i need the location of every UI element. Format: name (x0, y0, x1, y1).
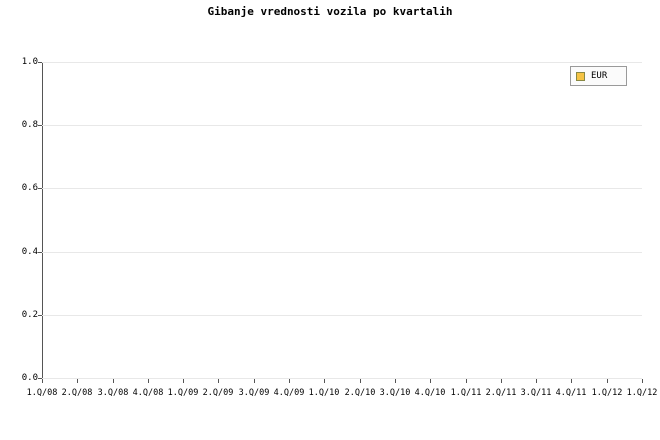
gridline (42, 188, 642, 189)
x-tick-label: 1.Q/10 (308, 388, 340, 398)
x-tick-label: 3.Q/09 (238, 388, 270, 398)
gridline (42, 252, 642, 253)
y-tick-mark (38, 188, 42, 189)
x-tick-label: 1.Q/11 (450, 388, 482, 398)
x-tick-mark (218, 379, 219, 383)
x-tick-mark (360, 379, 361, 383)
x-tick-mark (254, 379, 255, 383)
y-tick-mark (38, 315, 42, 316)
x-tick-mark (324, 379, 325, 383)
gridline (42, 315, 642, 316)
x-tick-mark (642, 379, 643, 383)
x-tick-label: 1.Q/09 (167, 388, 199, 398)
x-tick-label: 4.Q/09 (273, 388, 305, 398)
x-tick-mark (42, 379, 43, 383)
y-tick-mark (38, 62, 42, 63)
x-tick-mark (536, 379, 537, 383)
x-tick-mark (571, 379, 572, 383)
x-tick-label: 3.Q/11 (520, 388, 552, 398)
y-tick-mark (38, 125, 42, 126)
y-tick-mark (38, 378, 42, 379)
y-tick-label: 0.4 (21, 247, 38, 257)
x-tick-label: 1.Q/12 (591, 388, 623, 398)
x-tick-label: 2.Q/10 (344, 388, 376, 398)
x-tick-mark (501, 379, 502, 383)
y-tick-mark (38, 252, 42, 253)
y-tick-label: 0.8 (21, 120, 38, 130)
x-tick-mark (183, 379, 184, 383)
chart-title: Gibanje vrednosti vozila po kvartalih (207, 5, 453, 18)
plot-area (42, 62, 642, 378)
x-tick-label: 3.Q/08 (97, 388, 129, 398)
x-tick-label: 1.Q/12 (626, 388, 658, 398)
x-tick-label: 4.Q/08 (132, 388, 164, 398)
x-tick-mark (466, 379, 467, 383)
x-tick-mark (113, 379, 114, 383)
y-tick-label: 0.0 (21, 373, 38, 383)
y-axis-line (42, 62, 43, 379)
x-tick-mark (607, 379, 608, 383)
gridline (42, 62, 642, 63)
y-tick-label: 0.6 (21, 183, 38, 193)
legend-label-eur: EUR (591, 71, 608, 81)
x-tick-label: 1.Q/08 (26, 388, 58, 398)
gridline (42, 378, 642, 379)
x-tick-mark (148, 379, 149, 383)
x-tick-mark (289, 379, 290, 383)
y-tick-label: 1.0 (21, 57, 38, 67)
x-tick-label: 2.Q/11 (485, 388, 517, 398)
legend-swatch-eur (576, 71, 585, 81)
x-tick-label: 2.Q/08 (61, 388, 93, 398)
x-tick-label: 3.Q/10 (379, 388, 411, 398)
x-tick-mark (395, 379, 396, 383)
gridline (42, 125, 642, 126)
y-tick-label: 0.2 (21, 310, 38, 320)
legend[interactable]: EUR (570, 66, 627, 86)
x-tick-mark (77, 379, 78, 383)
x-tick-label: 4.Q/11 (555, 388, 587, 398)
x-tick-mark (430, 379, 431, 383)
x-tick-label: 2.Q/09 (202, 388, 234, 398)
x-tick-label: 4.Q/10 (414, 388, 446, 398)
